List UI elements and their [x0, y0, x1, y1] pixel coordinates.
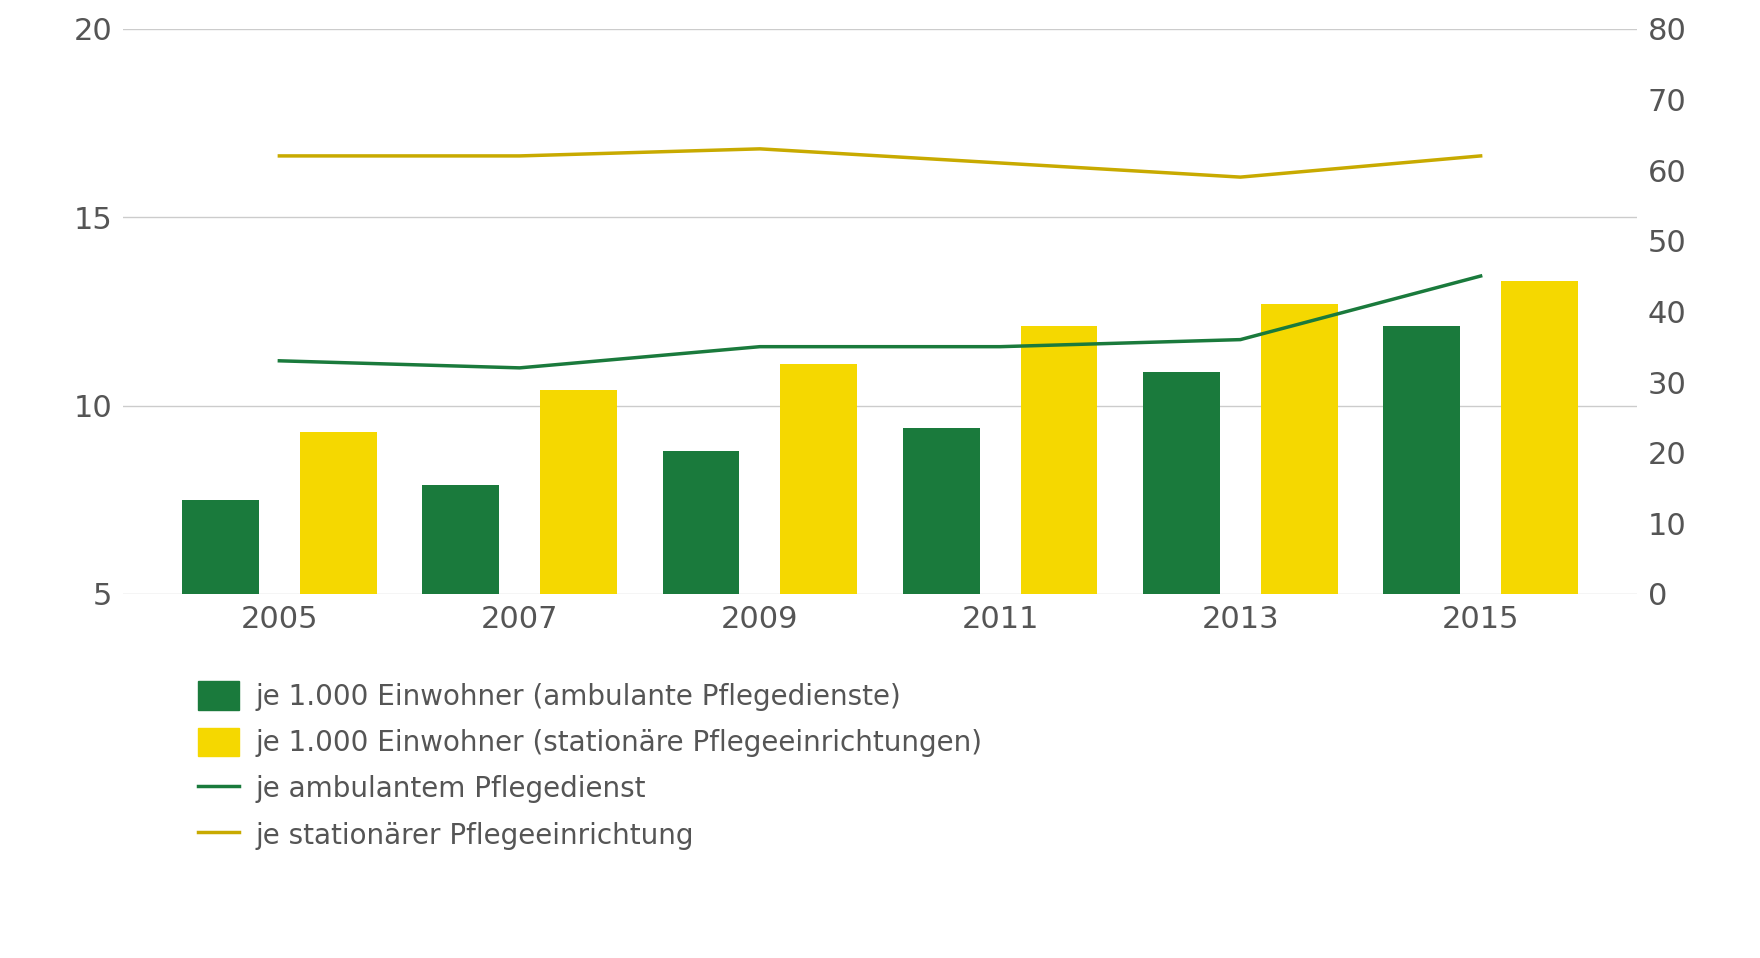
Bar	[1501, 282, 1579, 783]
Bar	[422, 485, 500, 783]
Bar	[1021, 327, 1098, 783]
Bar	[662, 451, 739, 783]
Bar	[1383, 327, 1461, 783]
Bar	[780, 364, 857, 783]
Bar	[903, 428, 980, 783]
Bar	[540, 391, 618, 783]
Bar	[1260, 304, 1338, 783]
Legend: je 1.000 Einwohner (ambulante Pflegedienste), je 1.000 Einwohner (stationäre Pfl: je 1.000 Einwohner (ambulante Pflegedien…	[197, 681, 984, 850]
Bar	[299, 432, 377, 783]
Bar	[1142, 372, 1220, 783]
Bar	[181, 500, 259, 783]
